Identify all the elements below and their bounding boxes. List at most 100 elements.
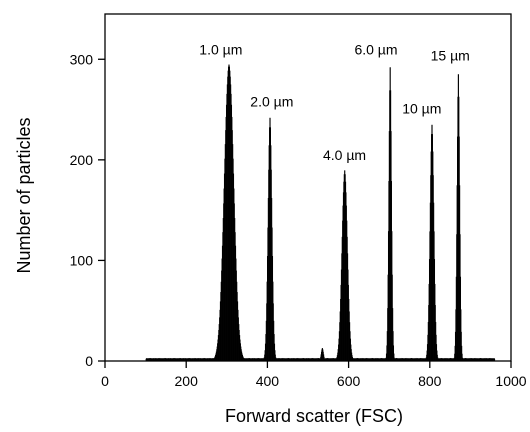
histogram-bar	[459, 234, 461, 361]
histogram-bar	[260, 358, 262, 361]
histogram-bar	[488, 358, 490, 361]
histogram-bar	[240, 343, 241, 361]
histogram-bar	[374, 358, 376, 361]
histogram-bar	[148, 358, 150, 361]
histogram-bar	[257, 357, 259, 361]
histogram-bar	[301, 358, 302, 361]
histogram-bar	[395, 358, 397, 361]
histogram-bar	[170, 358, 172, 361]
histogram-bar	[329, 358, 331, 361]
histogram-bar	[258, 357, 260, 361]
histogram-bar	[375, 358, 377, 361]
histogram-bar	[489, 358, 490, 361]
histogram-bar	[426, 354, 427, 361]
histogram-bar	[213, 358, 215, 361]
histogram-bar	[218, 324, 220, 361]
histogram-bar	[262, 358, 263, 361]
histogram-bar	[439, 358, 440, 361]
histogram-bar	[210, 358, 211, 361]
histogram-bar	[389, 90, 390, 362]
histogram-bar	[467, 358, 469, 361]
histogram-bar	[396, 357, 398, 361]
histogram-bar	[186, 358, 187, 361]
histogram-bar	[187, 358, 189, 361]
histogram-bar	[482, 358, 484, 361]
histogram-bar	[221, 245, 223, 361]
histogram-bar	[266, 303, 267, 361]
histogram-bar	[466, 358, 468, 361]
histogram-bar	[454, 353, 455, 361]
histogram-bar	[390, 67, 391, 361]
histogram-bar	[311, 358, 313, 361]
histogram-bar	[422, 358, 424, 361]
histogram-bar	[422, 358, 423, 361]
histogram-bar	[238, 329, 240, 361]
histogram-bar	[331, 358, 333, 361]
histogram-bar	[352, 357, 354, 361]
histogram-bar	[453, 357, 455, 361]
histogram-bar	[189, 359, 190, 361]
histogram-bar	[435, 305, 436, 361]
histogram-bar	[445, 357, 446, 361]
histogram-bar	[279, 358, 281, 361]
histogram-bar	[256, 358, 258, 361]
histogram-bar	[477, 358, 479, 361]
histogram-bar	[266, 256, 268, 361]
histogram-bar	[220, 281, 222, 361]
histogram-bar	[479, 358, 481, 361]
y-axis-label: Number of particles	[14, 117, 34, 273]
histogram-bar	[231, 104, 233, 361]
histogram-bar	[284, 358, 286, 361]
histogram-bar	[193, 357, 195, 361]
histogram-bar	[159, 357, 161, 361]
histogram-bar	[420, 359, 422, 361]
histogram-bar	[208, 357, 210, 361]
histogram-bar	[285, 358, 287, 361]
histogram-bar	[480, 357, 482, 361]
histogram-bar	[212, 358, 214, 361]
histogram-bar	[315, 358, 317, 361]
histogram-bar	[146, 358, 148, 361]
histogram-bar	[449, 358, 451, 361]
histogram-bar	[274, 350, 276, 361]
histogram-bar	[404, 358, 406, 361]
histogram-bar	[328, 358, 330, 361]
histogram-bar	[398, 358, 399, 361]
histogram-bar	[234, 218, 236, 361]
histogram-bar	[405, 358, 407, 361]
histogram-bar	[414, 358, 416, 361]
histogram-bar	[322, 349, 324, 361]
histogram-bar	[489, 359, 491, 361]
histogram-bar	[312, 359, 313, 361]
histogram-bar	[226, 84, 228, 362]
histogram-bar	[149, 359, 151, 361]
histogram-bar	[313, 358, 315, 361]
y-tick-label: 200	[70, 152, 94, 168]
histogram-bar	[341, 253, 343, 361]
histogram-bar	[320, 354, 322, 361]
histogram-bar	[458, 96, 460, 362]
histogram-bar	[393, 345, 395, 361]
histogram-bar	[272, 281, 274, 361]
histogram-bar	[301, 358, 303, 361]
histogram-bar	[285, 358, 287, 361]
histogram-bar	[325, 358, 327, 361]
histogram-bar	[333, 358, 335, 361]
histogram-bar	[445, 359, 447, 361]
histogram-bar	[151, 358, 153, 361]
histogram-bar	[378, 358, 379, 361]
histogram-bar	[433, 175, 434, 361]
histogram-bar	[440, 357, 442, 361]
histogram-bar	[447, 358, 449, 361]
histogram-bar	[318, 358, 319, 361]
histogram-bar	[370, 358, 372, 361]
x-tick-label: 1000	[495, 373, 526, 389]
histogram-bar	[298, 358, 300, 361]
histogram-bar	[352, 358, 354, 361]
histogram-bar	[435, 334, 437, 361]
histogram-bar	[409, 358, 411, 361]
histogram-bar	[415, 357, 417, 361]
histogram-bar	[251, 358, 253, 361]
histogram-bar	[432, 134, 433, 361]
histogram-bar	[163, 358, 164, 361]
